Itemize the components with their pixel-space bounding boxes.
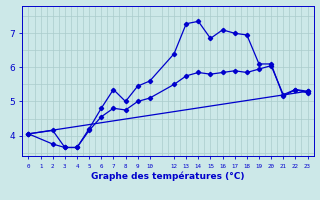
X-axis label: Graphe des températures (°C): Graphe des températures (°C) bbox=[91, 171, 245, 181]
